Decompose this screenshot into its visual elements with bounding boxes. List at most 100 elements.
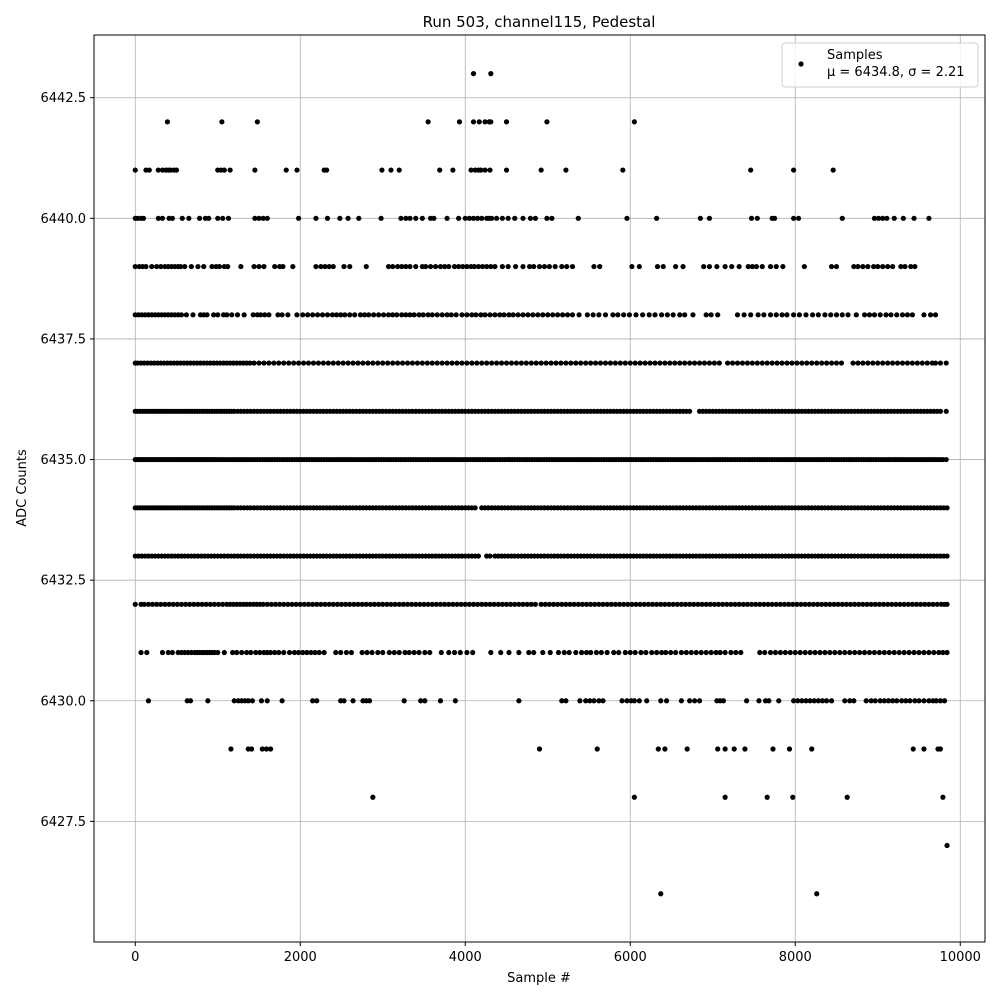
data-point (734, 360, 741, 366)
data-point (536, 746, 543, 752)
data-point (921, 312, 927, 318)
data-point (809, 360, 815, 366)
data-point (861, 649, 868, 656)
data-point (703, 601, 709, 607)
data-point (779, 312, 785, 318)
data-point (932, 312, 939, 318)
data-point (457, 649, 463, 656)
data-point (717, 649, 723, 656)
data-point (776, 698, 782, 704)
data-point (313, 215, 319, 221)
data-point (470, 71, 477, 77)
data-point (610, 312, 616, 318)
data-point (385, 312, 392, 318)
data-point (321, 649, 327, 656)
data-point (291, 649, 298, 656)
data-point (516, 649, 522, 656)
data-point (318, 601, 324, 607)
data-point (245, 698, 251, 704)
data-point (600, 601, 606, 607)
data-point (880, 360, 886, 366)
data-point (930, 601, 936, 607)
data-point (715, 601, 722, 607)
data-point (187, 601, 193, 607)
data-point (199, 601, 205, 607)
data-point (325, 360, 331, 366)
data-point (221, 649, 227, 656)
data-point (400, 601, 406, 607)
data-point (186, 215, 192, 221)
data-point (469, 360, 475, 366)
data-point (469, 312, 475, 318)
data-point (259, 746, 265, 752)
data-point (484, 263, 490, 270)
data-point (757, 601, 763, 607)
data-point (921, 746, 927, 752)
data-point (568, 360, 574, 366)
data-point (734, 312, 741, 318)
data-point (451, 649, 458, 656)
data-point (822, 312, 828, 318)
y-tick-label: 6437.5 (41, 332, 87, 347)
data-point (407, 215, 413, 221)
data-point (885, 360, 891, 366)
data-point (379, 167, 385, 173)
data-point (154, 263, 160, 270)
data-point (814, 891, 820, 897)
data-point (516, 698, 522, 704)
data-point (380, 601, 386, 607)
data-point (838, 360, 845, 366)
data-point (495, 601, 501, 607)
data-point (802, 649, 808, 656)
data-point (555, 601, 561, 607)
data-point (652, 360, 658, 366)
data-point (144, 649, 150, 656)
data-point (456, 119, 463, 125)
data-point (715, 312, 721, 318)
data-point (165, 649, 171, 656)
data-point (560, 312, 566, 318)
data-point (329, 312, 336, 318)
data-point (659, 649, 665, 656)
data-point (851, 698, 857, 704)
data-point (330, 601, 336, 607)
data-point (738, 649, 744, 656)
data-point (414, 360, 420, 366)
data-point (376, 601, 382, 607)
data-point (220, 215, 226, 221)
data-point (396, 649, 402, 656)
data-point (937, 360, 944, 366)
data-point (696, 360, 703, 366)
data-point (407, 263, 413, 270)
data-point (803, 698, 809, 704)
data-point (741, 312, 747, 318)
data-point (211, 601, 218, 607)
data-point (341, 263, 347, 270)
data-point (885, 263, 891, 270)
data-point (419, 360, 425, 366)
data-point (673, 649, 679, 656)
data-point (711, 601, 718, 607)
data-point (378, 215, 384, 221)
data-point (516, 601, 522, 607)
data-point (470, 601, 477, 607)
data-point (314, 312, 321, 318)
data-point (225, 263, 231, 270)
data-point (338, 601, 345, 607)
data-point (487, 601, 493, 607)
data-point (577, 698, 583, 704)
data-point (708, 312, 714, 318)
data-point (807, 698, 813, 704)
data-point (899, 312, 906, 318)
data-point (546, 263, 553, 270)
data-point (363, 263, 369, 270)
data-point (806, 601, 812, 607)
data-point (833, 312, 840, 318)
data-point (654, 601, 660, 607)
data-point (860, 263, 866, 270)
data-point (141, 601, 147, 607)
data-point (796, 312, 802, 318)
data-point (889, 601, 895, 607)
data-point (687, 360, 693, 366)
data-point (868, 601, 874, 607)
